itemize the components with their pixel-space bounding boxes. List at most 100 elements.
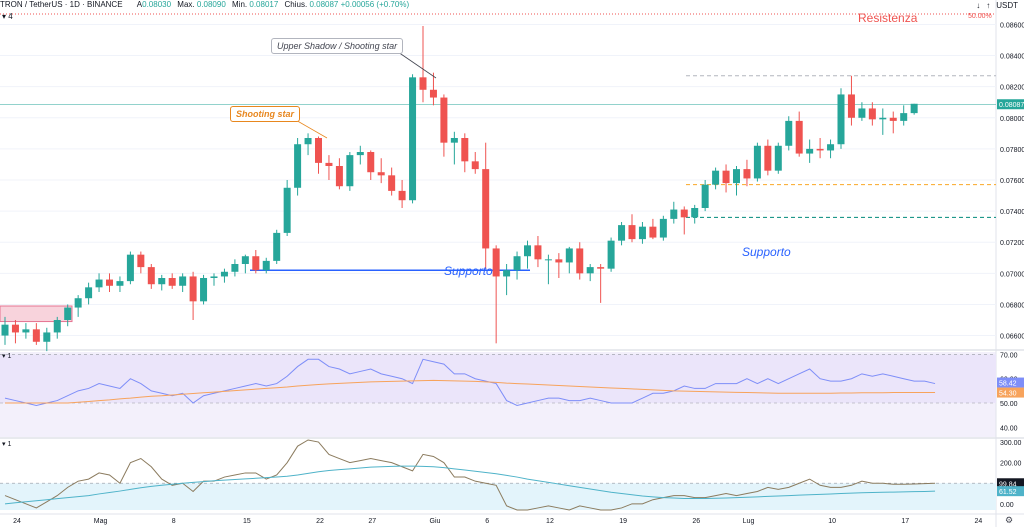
candle-body (116, 281, 124, 286)
candle-body (440, 97, 448, 143)
time-tick-label: 15 (243, 518, 251, 525)
candle-body (377, 172, 385, 176)
candle-body (774, 145, 782, 171)
candle-body (795, 120, 803, 154)
supply-zone (0, 305, 73, 323)
arrow-up-icon[interactable]: ↑ (986, 0, 991, 10)
candle-body (53, 320, 61, 333)
candle-body (576, 248, 584, 274)
candle-body (785, 120, 793, 146)
candle-body (827, 144, 835, 151)
cci-line (4, 439, 936, 511)
candle-body (659, 218, 667, 238)
candle-body (628, 225, 636, 240)
candle-body (638, 226, 646, 240)
callout-upper-shadow[interactable]: Upper Shadow / Shooting star (271, 38, 404, 54)
candle-body (346, 155, 354, 187)
rsi-value: 58.42 (999, 381, 1017, 388)
candle-body (858, 108, 866, 118)
candle-body (607, 240, 615, 269)
current-price-value: 0.08087 (999, 102, 1024, 109)
pane-collapse-icon[interactable]: ▾ 4 (2, 12, 13, 21)
candle-body (743, 169, 751, 179)
candle-body (126, 254, 134, 282)
price-tick-label: 0.07400 (1000, 209, 1024, 216)
candle-body (241, 256, 249, 264)
candle-body (691, 208, 699, 218)
candle-body (649, 226, 657, 238)
price-tick-label: 0.08200 (1000, 85, 1024, 92)
cci-tick-label: 200.00 (1000, 461, 1022, 468)
candle-body (409, 77, 417, 201)
time-tick-label: 17 (901, 518, 909, 525)
time-tick-label: 6 (485, 518, 489, 525)
price-tick-label: 0.07000 (1000, 271, 1024, 278)
ohlc-high-label: Max. (177, 0, 195, 9)
candle-body (764, 145, 772, 171)
candle-body (210, 276, 218, 278)
price-tick-label: 0.06800 (1000, 302, 1024, 309)
candle-body (670, 209, 678, 219)
candle-body (837, 94, 845, 145)
price-tick-label: 0.08000 (1000, 116, 1024, 123)
callout-pointer (397, 51, 437, 79)
candle-body (753, 145, 761, 179)
candle-body (1, 324, 9, 336)
time-tick-label: 26 (692, 518, 700, 525)
candle-body (492, 248, 500, 277)
currency-label[interactable]: USDT (996, 0, 1018, 10)
candle-body (680, 209, 688, 218)
price-tick-label: 0.08400 (1000, 54, 1024, 61)
candle-body (586, 267, 594, 274)
candle-body (868, 108, 876, 120)
candle-body (137, 254, 145, 268)
rsi-ma-line (5, 379, 936, 404)
arrow-down-icon[interactable]: ↓ (976, 0, 981, 10)
candle-body (356, 152, 364, 156)
price-tick-label: 0.06600 (1000, 334, 1024, 341)
candle-body (11, 324, 19, 333)
resistance-label: Resistenza (858, 11, 918, 25)
cci-band (0, 483, 996, 510)
support-label-left: Supporto (444, 264, 493, 278)
candle-body (534, 245, 542, 260)
cci-ma-line (4, 465, 936, 505)
candle-body (482, 169, 490, 249)
price-change: +0.00056 (+0.70%) (340, 0, 410, 9)
candle-body (618, 225, 626, 241)
support-label-right: Supporto (742, 245, 791, 259)
candle-body (555, 259, 563, 263)
candle-body (262, 260, 270, 271)
time-tick-label: Giu (430, 518, 441, 525)
callout-shooting-star[interactable]: Shooting star (230, 106, 300, 122)
pane-badge: 4 (8, 12, 13, 21)
candle-body (712, 170, 720, 185)
ohlc-open-label: A (136, 0, 143, 9)
candle-body (544, 259, 552, 261)
time-tick-label: 19 (619, 518, 627, 525)
candle-body (910, 103, 918, 114)
rsi-value-tag (997, 377, 1024, 388)
candle-body (315, 138, 322, 163)
candle-body (806, 148, 814, 154)
resistance-percent: 50.00% (968, 13, 992, 20)
rsi-ma-value-tag (997, 387, 1024, 398)
candle-body (106, 279, 113, 286)
candle-body (22, 329, 30, 333)
candle-body (147, 267, 155, 285)
rsi-tick-label: 50.00 (1000, 401, 1018, 408)
candle-body (64, 307, 72, 320)
top-right-toolbar: ↓ ↑ USDT (976, 0, 1024, 10)
symbol-title[interactable]: TRON / TetherUS · 1D · BINANCE (0, 0, 123, 9)
ohlc-low-label: Min. (232, 0, 248, 9)
ohlc-low-value: 0.08017 (249, 0, 279, 9)
candle-body (200, 278, 208, 302)
candle-body (43, 332, 51, 342)
time-tick-label: Lug (743, 518, 755, 525)
price-tick-label: 0.07800 (1000, 147, 1024, 154)
candle-body (231, 264, 239, 272)
price-tick-label: 0.07200 (1000, 240, 1024, 247)
candle-body (294, 144, 302, 188)
cci-value: 99.84 (999, 481, 1017, 488)
